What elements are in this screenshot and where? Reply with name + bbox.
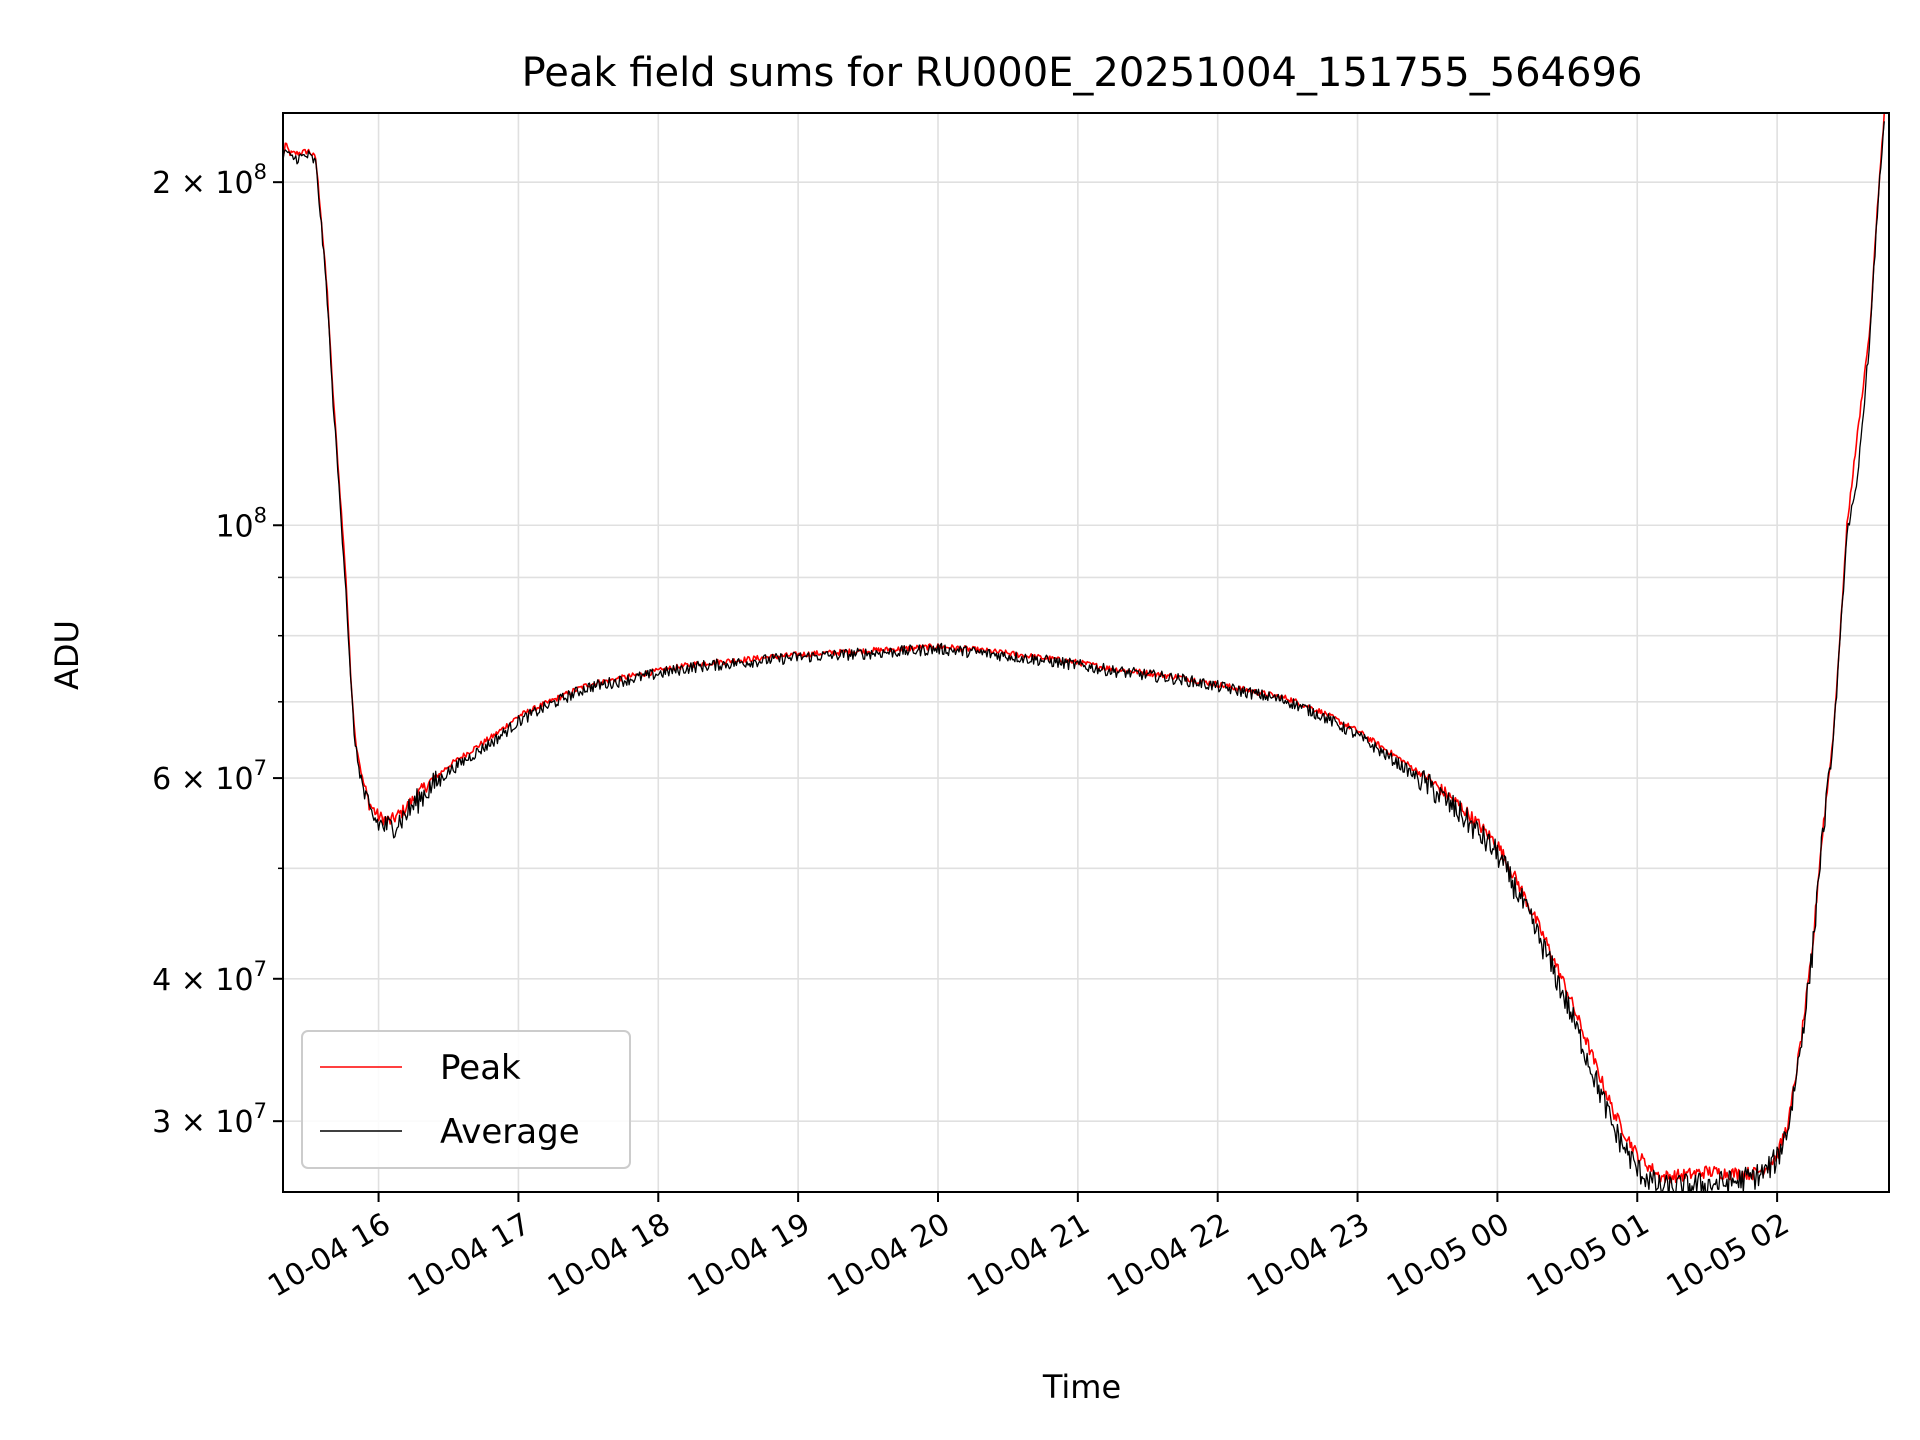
y-tick-exponent: 7	[254, 957, 267, 981]
y-tick-exponent: 8	[254, 160, 267, 184]
legend: Peak Average	[301, 1030, 631, 1169]
y-tick-label: 4 × 107	[152, 957, 267, 998]
y-tick-label: 3 × 107	[152, 1099, 267, 1140]
legend-label-peak: Peak	[440, 1048, 521, 1088]
plot-frame	[282, 112, 1890, 1193]
y-tick-mantissa: 3 × 10	[152, 1105, 253, 1140]
series-layer	[283, 113, 1886, 1192]
y-tick-exponent: 7	[254, 756, 267, 780]
y-tick-mantissa: 4 × 10	[152, 963, 253, 998]
grid	[283, 113, 1889, 1192]
y-tick-label: 6 × 107	[152, 756, 267, 797]
chart-title: Peak field sums for RU000E_20251004_1517…	[522, 50, 1643, 96]
y-tick-exponent: 7	[254, 1099, 267, 1123]
y-tick-label: 2 × 108	[152, 160, 267, 201]
y-tick-exponent: 8	[254, 503, 267, 527]
y-tick-mantissa: 2 × 10	[152, 166, 253, 201]
y-tick-label: 108	[215, 503, 267, 544]
legend-label-average: Average	[440, 1112, 580, 1152]
y-axis-title: ADU	[48, 620, 86, 690]
series-line-average	[283, 121, 1885, 1192]
legend-box	[301, 1030, 631, 1169]
y-tick-mantissa: 6 × 10	[152, 762, 253, 797]
series-line-peak	[283, 113, 1886, 1184]
y-tick-mantissa: 10	[215, 509, 253, 544]
x-axis-title: Time	[1042, 1368, 1121, 1406]
